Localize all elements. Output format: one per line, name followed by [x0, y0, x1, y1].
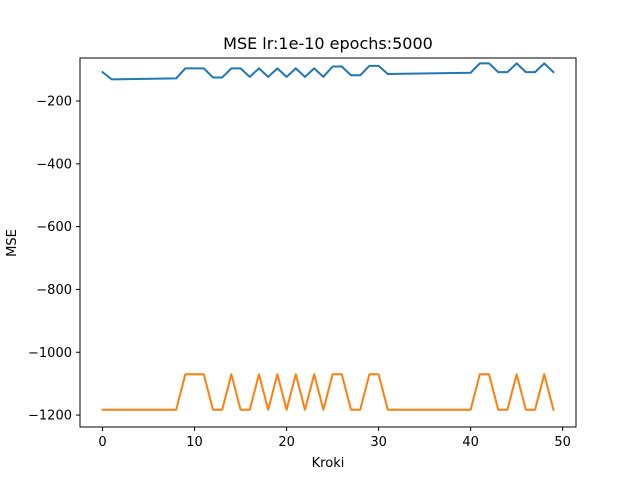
series-1-line: [101, 62, 555, 81]
plot-frame: [79, 57, 577, 428]
x-tick-label: 50: [554, 435, 571, 450]
y-axis: −1200 −1000 −800 −600 −400 −200: [28, 95, 80, 424]
x-tick-label: 10: [186, 435, 203, 450]
chart-title: MSE lr:1e-10 epochs:5000: [223, 34, 433, 53]
series-2-line: [101, 373, 555, 411]
y-tick-label: −400: [36, 157, 72, 172]
y-tick-label: −1200: [28, 409, 72, 424]
x-tick-label: 30: [370, 435, 387, 450]
y-tick-label: −1000: [28, 346, 72, 361]
x-tick-label: 20: [278, 435, 295, 450]
x-tick-label: 0: [98, 435, 106, 450]
x-axis: 0 10 20 30 40 50: [98, 427, 571, 450]
y-tick-label: −800: [36, 283, 72, 298]
x-tick-label: 40: [462, 435, 479, 450]
y-tick-label: −600: [36, 220, 72, 235]
y-axis-label: MSE: [5, 229, 20, 257]
series-layer: [101, 62, 555, 411]
x-axis-label: Kroki: [312, 456, 345, 471]
y-tick-label: −200: [36, 95, 72, 110]
